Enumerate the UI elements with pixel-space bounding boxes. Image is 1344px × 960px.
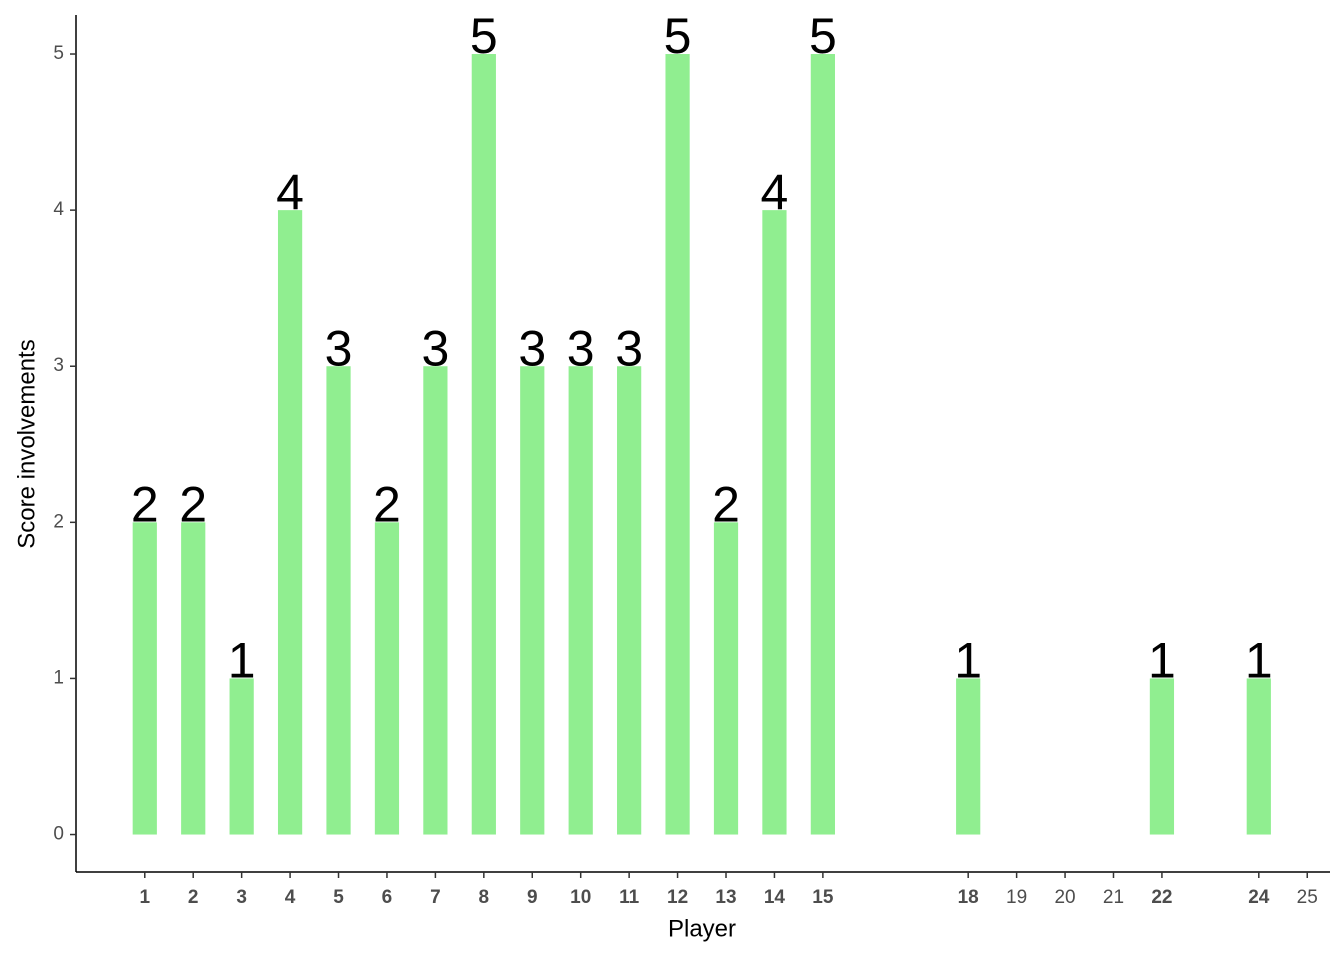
x-tick-label: 1 [139, 887, 150, 908]
x-tick-label: 8 [479, 887, 490, 908]
x-tick-label: 5 [333, 887, 344, 908]
bar [520, 366, 545, 835]
y-tick-label: 5 [53, 43, 64, 64]
x-tick-label: 9 [527, 887, 538, 908]
x-tick-label: 21 [1103, 887, 1124, 908]
x-tick-label: 15 [812, 887, 834, 908]
x-tick-label: 19 [1006, 887, 1027, 908]
value-label: 2 [373, 477, 401, 533]
value-label: 1 [954, 633, 982, 689]
value-label: 3 [421, 320, 449, 376]
bar [1246, 678, 1271, 835]
x-tick-label: 6 [382, 887, 393, 908]
value-label: 2 [179, 477, 207, 533]
value-label: 2 [712, 477, 740, 533]
x-tick-label: 25 [1297, 887, 1318, 908]
value-label: 5 [664, 8, 692, 64]
x-tick-label: 22 [1151, 887, 1172, 908]
bar [471, 54, 496, 835]
x-axis-title: Player [668, 915, 736, 942]
bar [568, 366, 593, 835]
value-label: 3 [325, 320, 353, 376]
bar [665, 54, 690, 835]
x-tick-label: 14 [764, 887, 786, 908]
value-label: 5 [470, 8, 498, 64]
bar [374, 522, 400, 835]
bar [423, 366, 448, 835]
x-tick-label: 11 [619, 887, 640, 908]
value-label: 3 [567, 320, 595, 376]
bar [229, 678, 254, 835]
bar [181, 522, 206, 835]
value-label: 4 [276, 164, 304, 220]
bar [1149, 678, 1175, 835]
bar [617, 366, 642, 835]
x-tick-label: 13 [715, 887, 736, 908]
y-tick-label: 2 [53, 511, 64, 532]
y-tick-label: 1 [53, 667, 64, 688]
x-tick-label: 18 [958, 887, 979, 908]
bar [810, 54, 835, 835]
x-tick-label: 20 [1054, 887, 1075, 908]
value-label: 3 [518, 320, 546, 376]
x-tick-label: 7 [430, 887, 441, 908]
x-tick-label: 10 [570, 887, 591, 908]
bar [326, 366, 351, 835]
x-tick-label: 3 [236, 887, 247, 908]
value-label: 3 [615, 320, 643, 376]
bar [713, 522, 739, 835]
y-tick-label: 3 [53, 355, 64, 376]
y-axis-title: Score involvements [13, 339, 40, 548]
bar [762, 210, 787, 835]
value-label: 1 [1148, 633, 1176, 689]
x-tick-label: 24 [1248, 887, 1270, 908]
y-tick-label: 0 [53, 824, 64, 845]
bar [277, 210, 303, 835]
value-label: 1 [228, 633, 256, 689]
bar [956, 678, 981, 835]
value-label: 1 [1245, 633, 1273, 689]
x-tick-label: 4 [285, 887, 296, 908]
y-tick-label: 4 [53, 199, 64, 220]
value-label: 2 [131, 477, 159, 533]
bar [132, 522, 157, 835]
x-tick-label: 12 [667, 887, 688, 908]
value-label: 4 [761, 164, 789, 220]
x-tick-label: 2 [188, 887, 199, 908]
value-label: 5 [809, 8, 837, 64]
